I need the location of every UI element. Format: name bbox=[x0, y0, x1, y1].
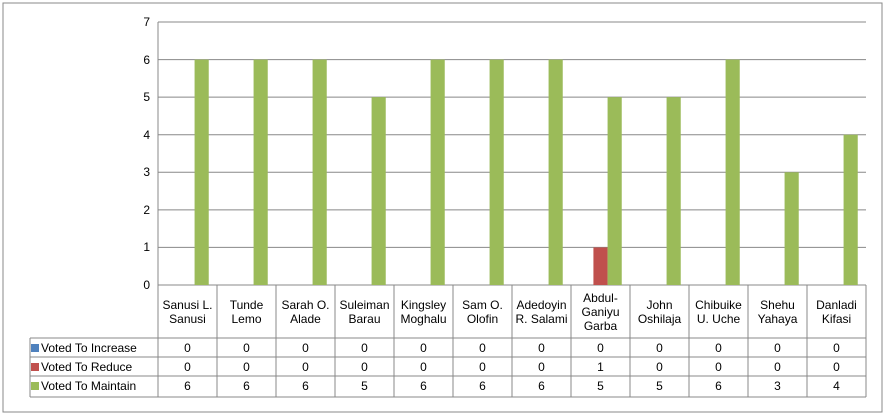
legend-key bbox=[31, 343, 39, 352]
table-value: 0 bbox=[243, 359, 250, 374]
y-tick-label: 0 bbox=[143, 278, 150, 292]
table-value: 3 bbox=[774, 378, 781, 393]
table-value: 0 bbox=[833, 340, 840, 355]
table-value: 0 bbox=[656, 340, 663, 355]
table-value: 0 bbox=[420, 359, 427, 374]
table-value: 5 bbox=[361, 378, 368, 393]
legend-label: Voted To Reduce bbox=[41, 359, 133, 374]
y-tick-label: 7 bbox=[143, 15, 150, 29]
category-label: Sam O. Olofin bbox=[462, 297, 503, 326]
table-value: 6 bbox=[243, 378, 250, 393]
bar bbox=[666, 97, 681, 286]
table-value: 6 bbox=[184, 378, 191, 393]
bar bbox=[194, 59, 209, 286]
bar bbox=[593, 247, 608, 285]
category-label: Adedoyin R. Salami bbox=[515, 297, 568, 326]
bar bbox=[489, 59, 504, 286]
table-value: 0 bbox=[538, 359, 545, 374]
y-tick-label: 1 bbox=[143, 240, 150, 255]
bar bbox=[430, 59, 445, 286]
bar bbox=[725, 59, 740, 286]
table-value: 0 bbox=[656, 359, 663, 374]
category-label: Tunde Lemo bbox=[229, 297, 264, 326]
legend-entry: Voted To Maintain bbox=[31, 376, 157, 395]
y-tick-label: 5 bbox=[143, 90, 150, 105]
y-tick-label: 3 bbox=[143, 165, 150, 180]
table-value: 0 bbox=[184, 359, 191, 374]
bar bbox=[371, 97, 386, 286]
table-value: 0 bbox=[184, 340, 191, 355]
legend-entry: Voted To Increase bbox=[31, 338, 157, 357]
table-value: 6 bbox=[302, 378, 309, 393]
table-value: 0 bbox=[774, 340, 781, 355]
table-value: 0 bbox=[361, 340, 368, 355]
table-value: 0 bbox=[597, 340, 604, 355]
legend-entry: Voted To Reduce bbox=[31, 357, 157, 376]
category-label: Suleiman Barau bbox=[339, 297, 390, 326]
category-label: Sarah O. Alade bbox=[281, 297, 330, 326]
table-value: 6 bbox=[538, 378, 545, 393]
table-value: 0 bbox=[361, 359, 368, 374]
table-value: 0 bbox=[479, 359, 486, 374]
y-tick-label: 4 bbox=[143, 127, 150, 142]
bar bbox=[843, 134, 858, 285]
bar bbox=[784, 172, 799, 285]
table-value: 0 bbox=[479, 340, 486, 355]
table-value: 6 bbox=[479, 378, 486, 393]
table-value: 0 bbox=[715, 340, 722, 355]
table-value: 0 bbox=[715, 359, 722, 374]
legend-key bbox=[31, 362, 39, 371]
table-value: 0 bbox=[302, 359, 309, 374]
category-label: Shehu Yahaya bbox=[757, 297, 798, 326]
y-tick-label: 6 bbox=[143, 52, 150, 67]
legend-label: Voted To Maintain bbox=[41, 378, 137, 393]
table-value: 0 bbox=[302, 340, 309, 355]
table-value: 0 bbox=[833, 359, 840, 374]
category-label: Chibuike U. Uche bbox=[695, 297, 742, 326]
table-value: 4 bbox=[833, 378, 840, 393]
bar bbox=[607, 97, 622, 286]
bar bbox=[253, 59, 268, 286]
category-label: Danladi Kifasi bbox=[816, 297, 857, 326]
table-value: 6 bbox=[420, 378, 427, 393]
bar bbox=[548, 59, 563, 286]
table-value: 6 bbox=[715, 378, 722, 393]
table-value: 1 bbox=[597, 359, 604, 374]
table-value: 0 bbox=[774, 359, 781, 374]
bar bbox=[312, 59, 327, 286]
table-value: 5 bbox=[597, 378, 604, 393]
legend-label: Voted To Increase bbox=[41, 340, 137, 355]
category-label: John Oshilaja bbox=[637, 297, 682, 326]
category-label: Kingsley Moghalu bbox=[400, 297, 447, 326]
y-tick-label: 2 bbox=[143, 202, 150, 217]
table-value: 0 bbox=[420, 340, 427, 355]
category-label: Abdul-Ganiyu Garba bbox=[581, 290, 620, 333]
table-value: 0 bbox=[538, 340, 545, 355]
category-label: Sanusi L. Sanusi bbox=[162, 297, 213, 326]
table-value: 0 bbox=[243, 340, 250, 355]
legend-key bbox=[31, 381, 39, 390]
table-value: 5 bbox=[656, 378, 663, 393]
